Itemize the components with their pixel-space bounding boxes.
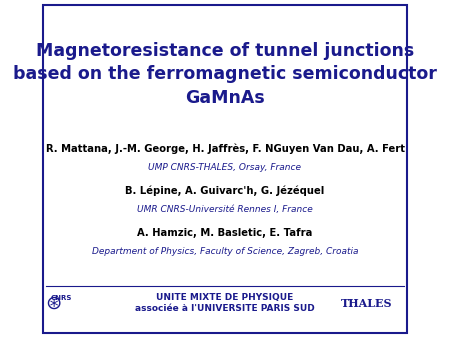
- Text: Magnetoresistance of tunnel junctions
based on the ferromagnetic semiconductor
G: Magnetoresistance of tunnel junctions ba…: [13, 42, 437, 107]
- Text: UNITE MIXTE DE PHYSIQUE
associée à l'UNIVERSITE PARIS SUD: UNITE MIXTE DE PHYSIQUE associée à l'UNI…: [135, 293, 315, 313]
- Text: Department of Physics, Faculty of Science, Zagreb, Croatia: Department of Physics, Faculty of Scienc…: [92, 247, 358, 256]
- Text: ⊛: ⊛: [45, 294, 62, 313]
- Text: UMP CNRS-THALES, Orsay, France: UMP CNRS-THALES, Orsay, France: [148, 163, 302, 172]
- Text: UMR CNRS-Université Rennes I, France: UMR CNRS-Université Rennes I, France: [137, 205, 313, 214]
- Text: THALES: THALES: [341, 297, 392, 309]
- Text: R. Mattana, J.-M. George, H. Jaffrès, F. NGuyen Van Dau, A. Fert: R. Mattana, J.-M. George, H. Jaffrès, F.…: [45, 144, 405, 154]
- Text: B. Lépine, A. Guivarc'h, G. Jézéquel: B. Lépine, A. Guivarc'h, G. Jézéquel: [126, 186, 324, 196]
- Text: CNRS: CNRS: [50, 295, 72, 301]
- Text: A. Hamzic, M. Basletic, E. Tafra: A. Hamzic, M. Basletic, E. Tafra: [137, 228, 313, 238]
